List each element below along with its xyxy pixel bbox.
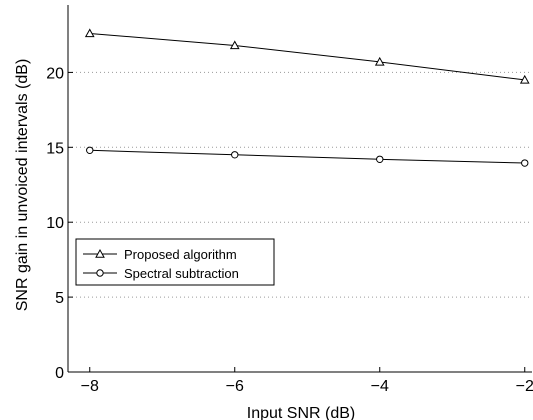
series-1 (86, 146, 529, 167)
data-point-1-2 (376, 155, 384, 163)
legend-entry-1: Spectral subtraction (83, 266, 239, 281)
series-0 (84, 28, 530, 84)
legend-label-1: Spectral subtraction (124, 266, 239, 281)
data-point-1-0 (86, 146, 94, 155)
x-tick-label--6: −6 (226, 378, 244, 395)
y-tick-label-0: 0 (55, 365, 64, 382)
legend-entry-0: Proposed algorithm (83, 247, 237, 262)
series-line-1 (89, 149, 525, 164)
y-tick-label-15: 15 (46, 140, 64, 157)
data-point-0-0 (84, 28, 95, 38)
data-point-0-3 (519, 74, 530, 84)
tick-labels: 0 5 10 15 20 −8 −6 −4 −2 (46, 65, 533, 395)
axes (67, 5, 532, 373)
data-point-1-1 (231, 151, 239, 159)
y-tick-label-5: 5 (55, 290, 64, 307)
legend-marker-0 (95, 248, 105, 258)
x-tick-label--4: −4 (371, 378, 389, 395)
series-line-0 (89, 32, 525, 81)
x-axis-label: Input SNR (dB) (247, 405, 355, 420)
y-axis-label: SNR gain in unvoiced intervals (dB) (14, 59, 31, 312)
data-point-1-3 (521, 159, 529, 167)
y-tick-label-10: 10 (46, 215, 64, 232)
series-lines (84, 28, 530, 167)
data-point-0-1 (229, 40, 240, 50)
legend: Proposed algorithm Spectral subtraction (75, 238, 275, 286)
legend-marker-1 (96, 269, 104, 277)
x-tick-label--8: −8 (81, 378, 99, 395)
x-tick-label--2: −2 (516, 378, 533, 395)
grid-lines (68, 71, 532, 298)
legend-label-0: Proposed algorithm (124, 247, 237, 262)
legend-box (75, 238, 275, 286)
data-point-0-2 (374, 56, 385, 66)
y-tick-label-20: 20 (46, 65, 64, 82)
